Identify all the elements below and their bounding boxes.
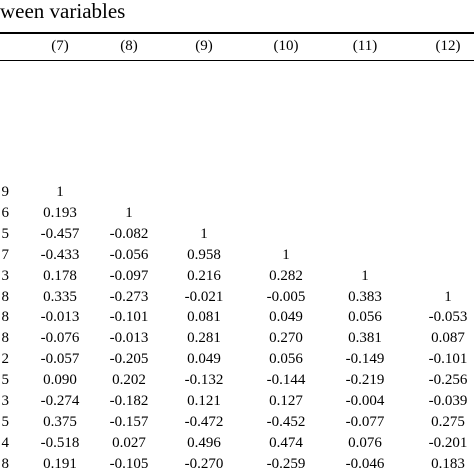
table-cell: -0.205 [109, 351, 149, 368]
table-cell: -0.273 [109, 288, 149, 305]
table-cell: -0.039 [428, 393, 468, 409]
row-label-fragment: 5 [1, 413, 10, 430]
table-cell: -0.452 [266, 413, 306, 430]
table-cell: -0.259 [266, 455, 306, 472]
table-cell: -0.256 [428, 372, 468, 389]
column-header: (8) [120, 38, 138, 54]
table-cell: -0.076 [40, 330, 80, 347]
row-label-fragment: 2 [1, 351, 10, 368]
table-cell: -0.270 [184, 455, 224, 472]
row-label-fragment: 5 [1, 372, 10, 389]
row-label-fragment: 8 [1, 330, 10, 347]
table-cell: -0.021 [184, 288, 224, 305]
table-cell: -0.182 [109, 393, 149, 409]
table-cell: 0.087 [431, 330, 465, 347]
table-cell: 0.270 [269, 330, 303, 347]
table-title: ween variables [0, 0, 126, 23]
table-cell: 1 [361, 267, 369, 284]
table-cell: -0.518 [40, 434, 80, 451]
table-cell: 0.496 [187, 434, 221, 451]
table-cell: -0.149 [345, 351, 385, 368]
table-cell: -0.201 [428, 434, 468, 451]
row-label-fragment: 8 [1, 309, 10, 326]
table-cell: 0.216 [187, 267, 221, 284]
table-cell: 1 [282, 246, 290, 263]
table-cell: 1 [56, 184, 64, 200]
table-cell: 0.183 [431, 455, 465, 472]
column-header: (9) [195, 38, 213, 54]
table-cell: -0.082 [109, 225, 149, 242]
table-cell: 1 [200, 225, 208, 242]
column-header: (10) [273, 38, 299, 54]
row-label-fragment: 3 [1, 267, 10, 284]
table-cell: 0.056 [269, 351, 303, 368]
table-cell: 0.056 [348, 309, 382, 326]
table-cell: 1 [444, 288, 452, 305]
table-cell: -0.013 [40, 309, 80, 326]
table-cell: 0.081 [187, 309, 221, 326]
row-label-fragment: 7 [1, 246, 10, 263]
column-header: (12) [435, 38, 461, 54]
table-cell: -0.046 [345, 455, 385, 472]
column-header: (11) [352, 38, 378, 54]
table-cell: -0.077 [345, 413, 385, 430]
table-cell: 0.281 [187, 330, 221, 347]
row-label-fragment: 5 [1, 225, 10, 242]
table-cell: -0.274 [40, 393, 80, 409]
table-cell: -0.013 [109, 330, 149, 347]
table-cell: -0.056 [109, 246, 149, 263]
table-cell: -0.105 [109, 455, 149, 472]
table-cell: -0.005 [266, 288, 306, 305]
table-cell: -0.101 [109, 309, 149, 326]
top-rule [0, 32, 474, 34]
table-cell: -0.472 [184, 413, 224, 430]
table-cell: 1 [125, 204, 133, 221]
table-cell: 0.381 [348, 330, 382, 347]
table-cell: -0.132 [184, 372, 224, 389]
row-label-fragment: 9 [1, 184, 10, 200]
table-cell: 0.090 [43, 372, 77, 389]
table-cell: 0.275 [431, 413, 465, 430]
table-cell: -0.219 [345, 372, 385, 389]
table-cell: 0.127 [269, 393, 303, 409]
table-cell: -0.157 [109, 413, 149, 430]
table-cell: -0.144 [266, 372, 306, 389]
table-cell: 0.474 [269, 434, 303, 451]
table-cell: 0.282 [269, 267, 303, 284]
table-cell: 0.958 [187, 246, 221, 263]
header-rule [0, 60, 474, 61]
row-label-fragment: 8 [1, 455, 10, 472]
table-cell: 0.191 [43, 455, 77, 472]
row-label-fragment: 8 [1, 288, 10, 305]
table-cell: 0.121 [187, 393, 221, 409]
table-cell: 0.375 [43, 413, 77, 430]
table-cell: -0.433 [40, 246, 80, 263]
table-cell: -0.053 [428, 309, 468, 326]
table-cell: 0.027 [112, 434, 146, 451]
table-cell: 0.202 [112, 372, 146, 389]
table-cell: -0.004 [345, 393, 385, 409]
table-cell: -0.057 [40, 351, 80, 368]
table-cell: -0.097 [109, 267, 149, 284]
table-cell: -0.457 [40, 225, 80, 242]
row-label-fragment: 3 [1, 393, 10, 409]
table-cell: 0.178 [43, 267, 77, 284]
table-cell: 0.383 [348, 288, 382, 305]
table-cell: 0.049 [269, 309, 303, 326]
table-cell: 0.049 [187, 351, 221, 368]
table-cell: -0.101 [428, 351, 468, 368]
row-label-fragment: 6 [1, 204, 10, 221]
row-label-fragment: 4 [1, 434, 10, 451]
table-cell: 0.335 [43, 288, 77, 305]
table-cell: 0.193 [43, 204, 77, 221]
column-header: (7) [51, 38, 69, 54]
table-cell: 0.076 [348, 434, 382, 451]
